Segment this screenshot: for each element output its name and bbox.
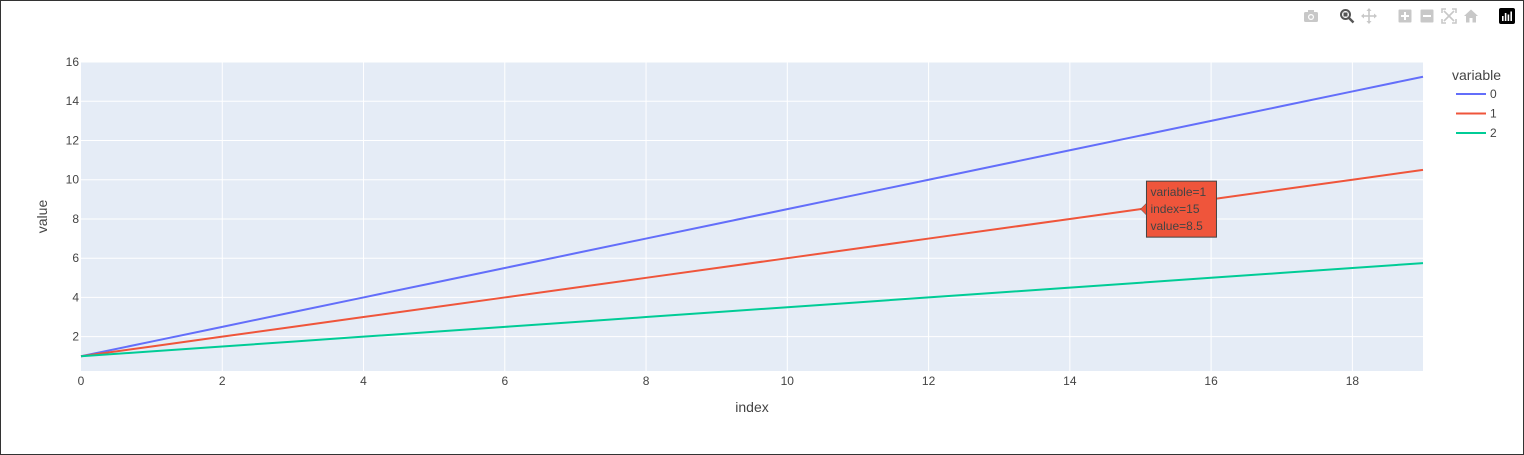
y-tick-label: 6 <box>72 251 79 265</box>
x-tick-label: 18 <box>1346 374 1360 388</box>
x-tick-label: 0 <box>78 374 85 388</box>
series-line-0[interactable] <box>80 75 1424 358</box>
hover-tooltip: variable=1 index=15 value=8.5 <box>1140 180 1217 238</box>
tooltip-box <box>1145 180 1217 238</box>
y-tick-label: 10 <box>66 173 80 187</box>
modebar <box>1287 7 1517 25</box>
x-tick-label: 8 <box>643 374 650 388</box>
zoom-icon[interactable] <box>1337 7 1357 25</box>
legend-item-0[interactable]: 0 <box>1456 87 1497 101</box>
legend: variable 0 1 2 <box>1452 67 1501 140</box>
camera-icon[interactable] <box>1301 7 1321 25</box>
zoom-in-icon[interactable] <box>1395 7 1415 25</box>
x-tick-label: 14 <box>1063 374 1077 388</box>
y-tick-label: 14 <box>66 94 80 108</box>
plotly-logo-icon[interactable] <box>1497 7 1517 25</box>
y-axis-ticks: 2 4 6 8 10 12 14 16 <box>66 55 80 344</box>
y-tick-label: 16 <box>66 55 80 69</box>
y-axis-title: value <box>34 200 50 234</box>
tooltip-line: value=8.5 <box>1150 219 1203 233</box>
y-tick-label: 4 <box>72 290 79 304</box>
y-tick-label: 8 <box>72 212 79 226</box>
x-axis-title: index <box>735 399 768 415</box>
x-tick-label: 16 <box>1204 374 1218 388</box>
zoom-out-icon[interactable] <box>1417 7 1437 25</box>
autoscale-icon[interactable] <box>1439 7 1459 25</box>
legend-label: 2 <box>1490 126 1497 140</box>
x-tick-label: 12 <box>922 374 936 388</box>
x-tick-label: 6 <box>501 374 508 388</box>
x-tick-label: 10 <box>781 374 795 388</box>
legend-item-1[interactable]: 1 <box>1456 107 1497 121</box>
legend-label: 1 <box>1490 107 1497 121</box>
reset-axes-icon[interactable] <box>1461 7 1481 25</box>
tooltip-line: variable=1 <box>1150 185 1206 199</box>
x-tick-label: 4 <box>360 374 367 388</box>
tooltip-line: index=15 <box>1150 202 1199 216</box>
x-tick-label: 2 <box>219 374 226 388</box>
x-axis-ticks: 0 2 4 6 8 10 12 14 16 18 <box>78 374 1360 388</box>
y-tick-label: 12 <box>66 133 80 147</box>
series-line-2[interactable] <box>80 262 1424 358</box>
legend-label: 0 <box>1490 87 1497 101</box>
legend-item-2[interactable]: 2 <box>1456 126 1497 140</box>
pan-icon[interactable] <box>1359 7 1379 25</box>
y-tick-label: 2 <box>72 330 79 344</box>
legend-title: variable <box>1452 67 1501 83</box>
